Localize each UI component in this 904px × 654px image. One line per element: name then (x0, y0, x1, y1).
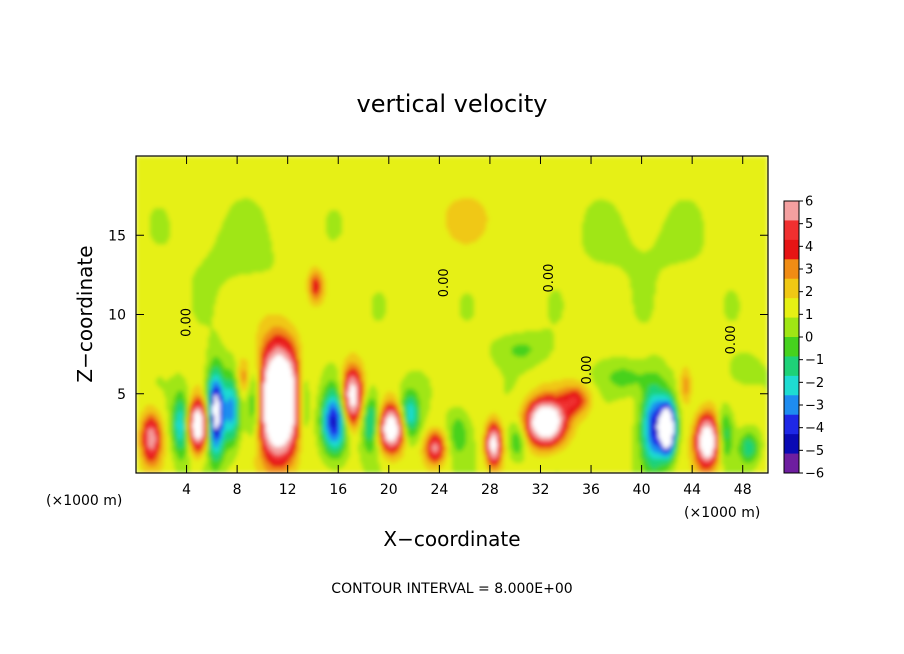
x-unit-label-right: (×1000 m) (684, 505, 760, 521)
colorbar-swatch (784, 434, 799, 455)
colorbar-tick-label: 3 (805, 263, 813, 278)
colorbar-tick-label: 6 (805, 195, 813, 210)
x-axis-title: X−coordinate (383, 527, 520, 551)
contour-label: 0.00 (179, 308, 194, 337)
colorbar-tick-label: −5 (805, 444, 824, 459)
colorbar-swatch (784, 278, 799, 299)
contour-label: 0.00 (542, 264, 557, 293)
x-tick-label: 24 (430, 482, 448, 498)
colorbar-tick-label: −3 (805, 399, 824, 414)
colorbar-tick-label: 4 (805, 240, 813, 255)
x-tick-label: 40 (633, 482, 651, 498)
y-tick-label: 15 (108, 228, 126, 244)
x-axis-ticks: 4 8 12 16 20 24 28 32 36 40 44 48 (182, 156, 752, 498)
x-tick-label: 12 (279, 482, 297, 498)
colorbar-tick-label: 2 (805, 285, 813, 300)
x-tick-label: 28 (481, 482, 499, 498)
colorbar: 6 5 4 3 2 1 0 −1 −2 −3 −4 −5 −6 (783, 195, 824, 482)
x-tick-label: 36 (582, 482, 600, 498)
y-axis-title: Z−coordinate (73, 245, 97, 382)
colorbar-tick-label: 0 (805, 331, 813, 346)
x-unit-label-left: (×1000 m) (46, 493, 122, 509)
contour-label: 0.00 (580, 355, 595, 384)
colorbar-swatch (784, 375, 799, 396)
y-tick-label: 5 (117, 387, 126, 403)
colorbar-swatch (784, 259, 799, 280)
contour-interval-note: CONTOUR INTERVAL = 8.000E+00 (331, 581, 572, 597)
colorbar-swatch (784, 356, 799, 377)
colorbar-swatch (784, 298, 799, 319)
colorbar-swatch (784, 239, 799, 260)
colorbar-tick-label: 1 (805, 308, 813, 323)
contour-labels: 0.00 0.00 0.00 0.00 0.00 (179, 264, 739, 385)
colorbar-swatch (784, 337, 799, 357)
x-tick-label: 4 (182, 482, 191, 498)
x-tick-label: 16 (329, 482, 347, 498)
x-tick-label: 44 (683, 482, 701, 498)
colorbar-swatch (784, 414, 799, 435)
colorbar-swatch (784, 220, 799, 241)
plot-area: 0.000.00 0.000.000.00 4 8 12 16 20 24 28 32 36 40 4… (108, 155, 769, 498)
colorbar-swatch (784, 453, 799, 474)
colorbar-swatch (784, 317, 799, 338)
x-tick-label: 8 (233, 482, 242, 498)
colorbar-swatch (784, 201, 799, 221)
colorbar-tick-label: 5 (805, 217, 813, 232)
colorbar-tick-label: −1 (805, 353, 824, 368)
x-tick-label: 20 (380, 482, 398, 498)
contour-label: 0.00 (724, 325, 739, 354)
chart-title: vertical velocity (357, 90, 548, 118)
heatmap-field (136, 156, 768, 473)
contour-label: 0.00 (437, 268, 452, 297)
colorbar-swatch (784, 395, 799, 416)
colorbar-tick-label: −4 (805, 421, 824, 436)
x-tick-label: 32 (532, 482, 550, 498)
y-axis-ticks: 5 10 15 (108, 228, 768, 403)
x-tick-label: 48 (734, 482, 752, 498)
colorbar-tick-label: −2 (805, 376, 824, 391)
colorbar-tick-label: −6 (805, 467, 824, 482)
y-tick-label: 10 (108, 308, 126, 324)
